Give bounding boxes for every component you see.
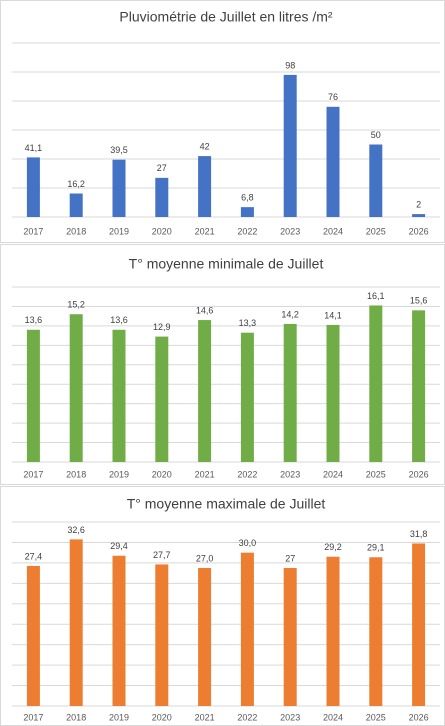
value-label: 13,6 bbox=[25, 315, 43, 325]
value-label: 29,2 bbox=[324, 542, 342, 552]
value-label: 27 bbox=[157, 163, 167, 173]
value-label: 27,0 bbox=[196, 553, 214, 563]
bar bbox=[369, 557, 383, 706]
x-tick-label: 2026 bbox=[409, 469, 429, 479]
bar bbox=[198, 568, 212, 706]
bar bbox=[112, 329, 126, 462]
bar bbox=[283, 74, 297, 218]
bar bbox=[198, 320, 212, 462]
value-label: 15,2 bbox=[67, 300, 85, 310]
value-label: 14,6 bbox=[196, 305, 214, 315]
x-tick-label: 2022 bbox=[237, 226, 257, 236]
x-tick-label: 2019 bbox=[109, 712, 129, 722]
chart-title: T° moyenne maximale de Juillet bbox=[127, 496, 326, 512]
value-label: 98 bbox=[285, 60, 295, 70]
value-label: 12,9 bbox=[153, 322, 171, 332]
bar bbox=[412, 214, 426, 217]
value-label: 27,7 bbox=[153, 550, 171, 560]
value-label: 42 bbox=[200, 141, 210, 151]
value-label: 41,1 bbox=[25, 143, 43, 153]
bar bbox=[69, 314, 83, 462]
value-label: 31,8 bbox=[410, 529, 428, 539]
value-label: 29,1 bbox=[367, 543, 385, 553]
x-tick-label: 2024 bbox=[323, 469, 343, 479]
value-label: 6,8 bbox=[241, 193, 254, 203]
bar bbox=[155, 564, 169, 706]
value-label: 13,6 bbox=[110, 315, 128, 325]
x-tick-label: 2021 bbox=[195, 469, 215, 479]
x-tick-label: 2018 bbox=[66, 469, 86, 479]
chart-title: Pluviométrie de Juillet en litres /m² bbox=[119, 9, 333, 25]
bar bbox=[283, 323, 297, 462]
x-tick-label: 2024 bbox=[323, 226, 343, 236]
bar bbox=[155, 177, 169, 217]
bar bbox=[240, 207, 254, 217]
value-label: 2 bbox=[416, 199, 421, 209]
x-tick-label: 2023 bbox=[280, 469, 300, 479]
x-tick-label: 2017 bbox=[23, 226, 43, 236]
bar bbox=[198, 156, 212, 217]
x-tick-label: 2020 bbox=[152, 469, 172, 479]
bar bbox=[26, 157, 40, 217]
value-label: 27 bbox=[285, 553, 295, 563]
bar bbox=[112, 555, 126, 706]
bar bbox=[26, 565, 40, 706]
bar bbox=[155, 336, 169, 462]
bar bbox=[326, 106, 340, 217]
x-tick-label: 2019 bbox=[109, 469, 129, 479]
value-label: 27,4 bbox=[25, 551, 43, 561]
bar bbox=[69, 193, 83, 217]
x-tick-label: 2025 bbox=[366, 712, 386, 722]
x-tick-label: 2018 bbox=[66, 712, 86, 722]
x-tick-label: 2021 bbox=[195, 226, 215, 236]
x-tick-label: 2017 bbox=[23, 469, 43, 479]
value-label: 16,2 bbox=[67, 179, 85, 189]
value-label: 76 bbox=[328, 92, 338, 102]
x-tick-label: 2024 bbox=[323, 712, 343, 722]
x-tick-label: 2018 bbox=[66, 226, 86, 236]
x-tick-label: 2021 bbox=[195, 712, 215, 722]
bar bbox=[412, 543, 426, 706]
x-tick-label: 2025 bbox=[366, 469, 386, 479]
value-label: 50 bbox=[371, 130, 381, 140]
chart-title: T° moyenne minimale de Juillet bbox=[129, 256, 324, 272]
bar bbox=[240, 332, 254, 462]
value-label: 29,4 bbox=[110, 541, 128, 551]
value-label: 30,0 bbox=[239, 538, 257, 548]
value-label: 16,1 bbox=[367, 291, 385, 301]
x-tick-label: 2026 bbox=[409, 712, 429, 722]
value-label: 15,6 bbox=[410, 296, 428, 306]
bar bbox=[112, 159, 126, 217]
x-tick-label: 2020 bbox=[152, 712, 172, 722]
x-tick-label: 2017 bbox=[23, 712, 43, 722]
value-label: 39,5 bbox=[110, 145, 128, 155]
x-tick-label: 2022 bbox=[237, 469, 257, 479]
bar bbox=[26, 329, 40, 462]
x-tick-label: 2026 bbox=[409, 226, 429, 236]
x-tick-label: 2020 bbox=[152, 226, 172, 236]
value-label: 32,6 bbox=[67, 525, 85, 535]
bar bbox=[326, 324, 340, 462]
bar bbox=[326, 556, 340, 706]
x-tick-label: 2022 bbox=[237, 712, 257, 722]
bar bbox=[369, 144, 383, 217]
bar bbox=[283, 568, 297, 706]
bar bbox=[369, 305, 383, 462]
value-label: 14,2 bbox=[281, 309, 299, 319]
x-tick-label: 2023 bbox=[280, 712, 300, 722]
x-tick-label: 2023 bbox=[280, 226, 300, 236]
bar bbox=[240, 552, 254, 706]
value-label: 14,1 bbox=[324, 310, 342, 320]
bar bbox=[69, 539, 83, 706]
bar bbox=[412, 310, 426, 462]
x-tick-label: 2019 bbox=[109, 226, 129, 236]
x-tick-label: 2025 bbox=[366, 226, 386, 236]
value-label: 13,3 bbox=[239, 318, 257, 328]
